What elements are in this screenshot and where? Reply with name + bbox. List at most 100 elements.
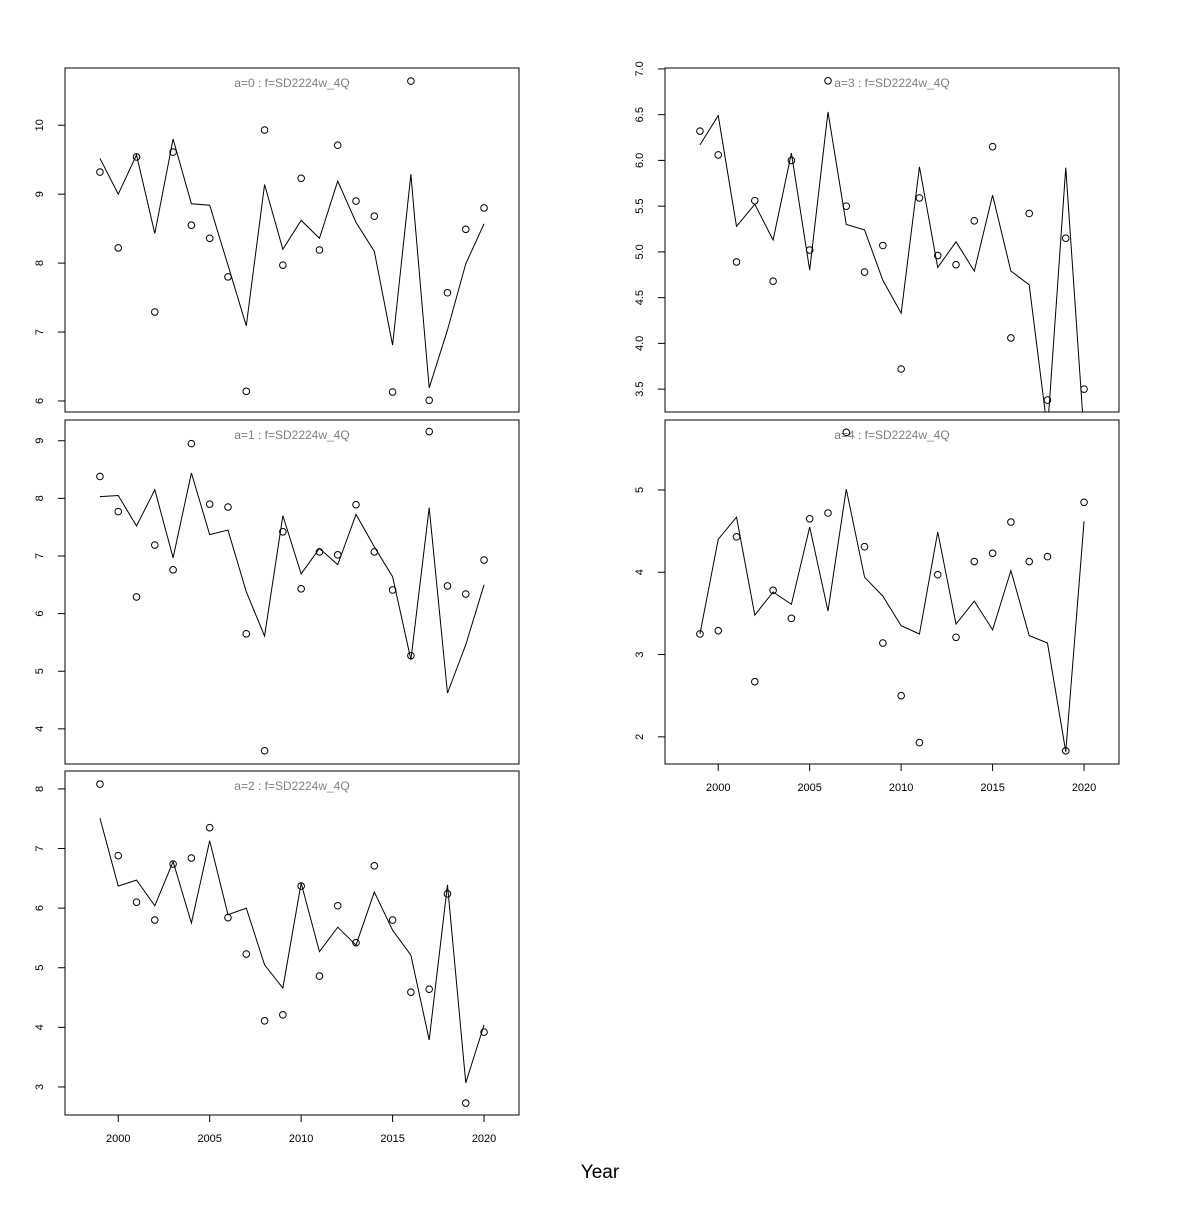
y-tick-label: 4.0: [634, 336, 646, 351]
data-point: [915, 194, 924, 202]
data-point: [96, 472, 104, 481]
data-point: [970, 216, 979, 225]
data-point: [879, 639, 887, 647]
panel: a=1 : f=SD2224w_4Q 4 5 6 7 8 9: [34, 419, 520, 765]
data-point: [1080, 385, 1088, 393]
data-point: [805, 514, 814, 523]
data-point: [333, 141, 342, 150]
y-tick-label: 6.0: [634, 153, 646, 168]
y-tick-label: 3: [34, 1084, 46, 1090]
data-point: [425, 396, 433, 405]
data-point: [842, 428, 851, 437]
y-tick-label: 3.5: [634, 381, 646, 396]
data-point: [205, 823, 214, 832]
data-point: [187, 854, 196, 862]
y-tick-label: 9: [34, 191, 46, 197]
data-point: [96, 780, 104, 788]
y-tick-label: 5.0: [634, 244, 646, 259]
data-point: [897, 365, 905, 373]
data-point: [769, 277, 777, 285]
data-point: [714, 151, 723, 159]
data-point: [952, 260, 960, 269]
data-point: [132, 898, 141, 906]
plot-area: [696, 428, 1088, 755]
data-point: [151, 541, 159, 549]
y-tick-label: 5.5: [634, 199, 646, 214]
y-tick-label: 6.5: [634, 107, 646, 122]
data-point: [352, 197, 360, 205]
data-point: [242, 387, 251, 396]
data-point: [425, 985, 433, 994]
plot-area: [96, 427, 488, 755]
y-tick-label: 8: [34, 260, 46, 266]
data-point: [860, 542, 869, 551]
plot-area: [96, 77, 488, 405]
y-tick-label: 4: [634, 569, 646, 575]
data-point: [333, 901, 342, 910]
data-point: [352, 500, 360, 509]
data-point: [370, 861, 379, 870]
y-tick-label: 6: [34, 398, 46, 404]
y-tick-label: 7: [34, 553, 46, 559]
x-axis-label: Year: [581, 1162, 620, 1183]
data-point: [96, 168, 104, 176]
data-point: [388, 388, 397, 396]
data-point: [242, 950, 251, 958]
data-point: [480, 204, 488, 212]
data-point: [315, 972, 324, 980]
y-tick-label: 3: [634, 651, 646, 657]
data-point: [1061, 234, 1070, 242]
data-point: [732, 258, 741, 266]
data-point: [860, 268, 869, 276]
data-point: [879, 241, 887, 250]
fit-line: [99, 138, 485, 389]
data-point: [751, 196, 759, 205]
y-tick-label: 10: [34, 119, 46, 131]
data-point: [915, 738, 924, 747]
data-point: [1025, 209, 1033, 218]
data-point: [714, 626, 723, 635]
data-point: [769, 586, 777, 595]
x-tick-label: 2020: [1072, 782, 1096, 794]
data-point: [1025, 557, 1033, 566]
panel-frame: [664, 67, 1120, 413]
panel-title: a=0 : f=SD2224w_4Q: [234, 76, 349, 90]
y-tick-label: 6: [34, 905, 46, 911]
data-point: [132, 153, 141, 161]
x-tick-label: 2000: [706, 782, 730, 794]
plot-area: [696, 77, 1088, 412]
data-point: [933, 251, 942, 260]
data-point: [114, 851, 123, 860]
y-tick-label: 8: [34, 495, 46, 501]
panel-frame: [664, 419, 1120, 765]
x-tick-label: 2005: [197, 1133, 221, 1145]
panel-frame: [64, 67, 520, 413]
data-point: [114, 244, 123, 252]
y-tick-label: 6: [34, 611, 46, 617]
data-point: [279, 261, 287, 269]
data-point: [461, 590, 470, 598]
panel-frame: [64, 419, 520, 765]
data-point: [279, 1011, 287, 1019]
data-point: [169, 566, 177, 574]
data-point: [297, 882, 305, 890]
data-point: [696, 630, 704, 638]
x-tick-label: 2015: [380, 1133, 404, 1145]
data-point: [260, 126, 269, 134]
data-point: [970, 557, 979, 566]
data-point: [187, 439, 196, 448]
data-point: [388, 916, 397, 924]
data-point: [224, 273, 232, 281]
data-point: [260, 1017, 269, 1025]
y-tick-label: 4: [34, 726, 46, 732]
data-point: [988, 549, 997, 558]
data-point: [425, 427, 433, 436]
data-point: [315, 246, 324, 254]
data-point: [824, 509, 832, 517]
data-point: [114, 507, 123, 516]
data-point: [443, 288, 452, 297]
panel: a=2 : f=SD2224w_4Q 3 4 5 6 7 8 2000 2005 2010 2015…: [34, 770, 520, 1145]
x-tick-label: 2020: [472, 1133, 496, 1145]
data-point: [696, 127, 704, 135]
